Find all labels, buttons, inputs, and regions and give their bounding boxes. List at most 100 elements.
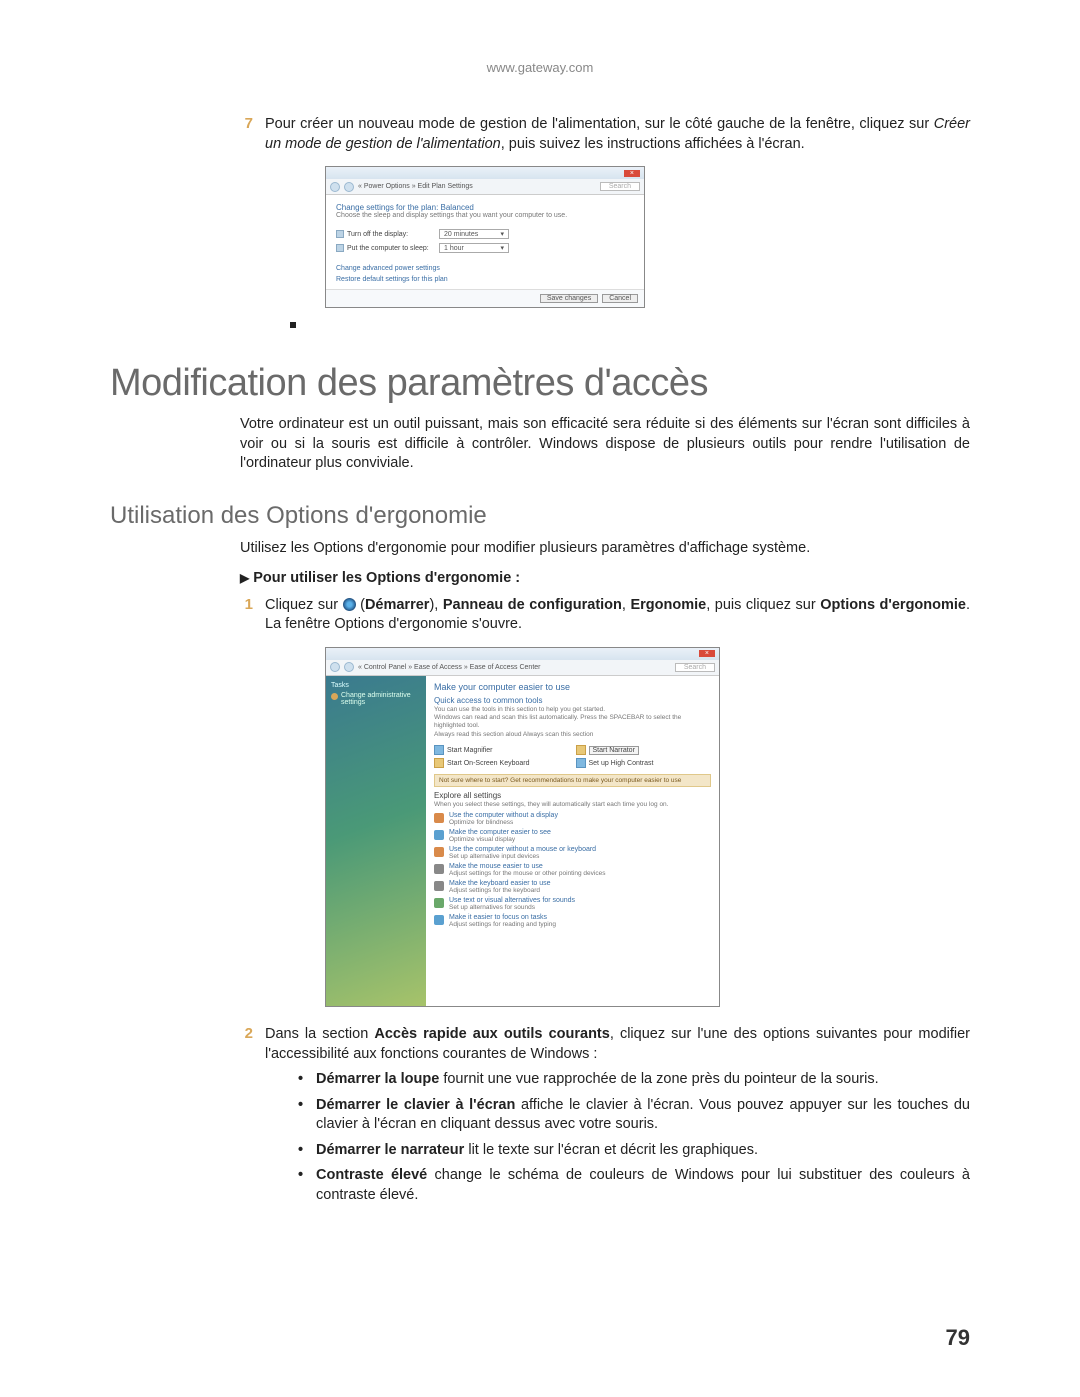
item-icon	[434, 915, 444, 925]
item-text: Use the computer without a mouse or keyb…	[449, 846, 596, 860]
item-icon	[434, 864, 444, 874]
item-text: Make the computer easier to seeOptimize …	[449, 829, 551, 843]
screenshot-1-wrap: × « Power Options » Edit Plan Settings S…	[325, 166, 970, 308]
item-text: Use text or visual alternatives for soun…	[449, 897, 575, 911]
display-select: 20 minutes▾	[439, 229, 509, 239]
window-address-bar: « Power Options » Edit Plan Settings Sea…	[326, 179, 644, 195]
restore-link: Restore default settings for this plan	[336, 276, 634, 283]
item-subtitle: Adjust settings for the mouse or other p…	[449, 870, 605, 877]
sub-intro: Utilisez les Options d'ergonomie pour mo…	[240, 540, 970, 556]
step-number: 7	[110, 115, 265, 154]
breadcrumb: « Control Panel » Ease of Access » Ease …	[358, 664, 541, 671]
step-7-row: 7 Pour créer un nouveau mode de gestion …	[110, 115, 970, 154]
sleep-row: Put the computer to sleep: 1 hour▾	[336, 243, 634, 253]
magnifier-cell: Start Magnifier	[434, 745, 570, 755]
step7-pre: Pour créer un nouveau mode de gestion de…	[265, 116, 934, 132]
sub-heading: Utilisation des Options d'ergonomie	[110, 502, 970, 530]
step-1-text: Cliquez sur (Démarrer), Panneau de confi…	[265, 596, 970, 635]
forward-icon	[344, 182, 354, 192]
plan-title: Change settings for the plan: Balanced	[336, 203, 634, 212]
step-2-row: 2 Dans la section Accès rapide aux outil…	[110, 1025, 970, 1064]
tools-grid: Start Magnifier Start Narrator Start On-…	[434, 745, 711, 768]
step-number: 2	[110, 1025, 265, 1064]
list-item: Démarrer la loupe fournit une vue rappro…	[298, 1070, 970, 1090]
ease-of-access-window: × « Control Panel » Ease of Access » Eas…	[325, 647, 720, 1007]
monitor-icon	[336, 230, 344, 238]
item-title: Use the computer without a display	[449, 812, 558, 819]
item-text: Make the mouse easier to useAdjust setti…	[449, 863, 605, 877]
contrast-icon	[576, 758, 586, 768]
intro-paragraph: Votre ordinateur est un outil puissant, …	[240, 415, 970, 474]
contrast-cell: Set up High Contrast	[576, 758, 712, 768]
item-icon	[434, 847, 444, 857]
shield-icon	[331, 693, 338, 700]
window-address-bar: « Control Panel » Ease of Access » Ease …	[326, 660, 719, 676]
narrator-cell: Start Narrator	[576, 745, 712, 755]
back-icon	[330, 662, 340, 672]
turn-off-display-row: Turn off the display: 20 minutes▾	[336, 229, 634, 239]
magnifier-icon	[434, 745, 444, 755]
item-text: Make it easier to focus on tasksAdjust s…	[449, 914, 556, 928]
list-item: Make the computer easier to seeOptimize …	[434, 829, 711, 843]
list-item: Use the computer without a displayOptimi…	[434, 812, 711, 826]
list-item: Démarrer le narrateur lit le texte sur l…	[298, 1141, 970, 1161]
item-subtitle: Optimize visual display	[449, 836, 551, 843]
sidebar: Tasks Change administrative settings	[326, 676, 426, 1006]
item-title: Make it easier to focus on tasks	[449, 914, 556, 921]
quick-checkboxes: Always read this section aloud Always sc…	[434, 731, 711, 739]
window-main: Tasks Change administrative settings Mak…	[326, 676, 719, 1006]
start-orb-icon	[343, 598, 356, 611]
list-item: Use text or visual alternatives for soun…	[434, 897, 711, 911]
close-icon: ×	[699, 650, 715, 657]
document-page: www.gateway.com 7 Pour créer un nouveau …	[0, 0, 1080, 1251]
item-icon	[434, 881, 444, 891]
window-titlebar: ×	[326, 648, 719, 660]
options-list: Démarrer la loupe fournit une vue rappro…	[298, 1070, 970, 1205]
item-subtitle: Set up alternative input devices	[449, 853, 596, 860]
item-title: Make the mouse easier to use	[449, 863, 605, 870]
display-label: Turn off the display:	[336, 230, 431, 238]
step-1-row: 1 Cliquez sur (Démarrer), Panneau de con…	[110, 596, 970, 635]
window-buttons: Save changes Cancel	[326, 289, 644, 307]
list-item: Make the mouse easier to useAdjust setti…	[434, 863, 711, 877]
item-text: Use the computer without a displayOptimi…	[449, 812, 558, 826]
sleep-label: Put the computer to sleep:	[336, 244, 431, 252]
explore-heading: Explore all settings	[434, 791, 711, 800]
power-options-window: × « Power Options » Edit Plan Settings S…	[325, 166, 645, 308]
item-subtitle: Set up alternatives for sounds	[449, 904, 575, 911]
page-number: 79	[946, 1325, 970, 1351]
content-heading: Make your computer easier to use	[434, 682, 711, 692]
item-subtitle: Adjust settings for reading and typing	[449, 921, 556, 928]
narrator-icon	[576, 745, 586, 755]
step-2-text: Dans la section Accès rapide aux outils …	[265, 1025, 970, 1064]
search-input: Search	[600, 182, 640, 191]
recommend-bar: Not sure where to start? Get recommendat…	[434, 774, 711, 787]
list-item: Make it easier to focus on tasksAdjust s…	[434, 914, 711, 928]
plan-subtitle: Choose the sleep and display settings th…	[336, 212, 634, 219]
item-subtitle: Optimize for blindness	[449, 819, 558, 826]
howto-heading: ▶Pour utiliser les Options d'ergonomie :	[240, 570, 970, 586]
item-icon	[434, 830, 444, 840]
item-title: Make the computer easier to see	[449, 829, 551, 836]
step-number: 1	[110, 596, 265, 635]
sidebar-item: Change administrative settings	[331, 692, 421, 706]
osk-cell: Start On-Screen Keyboard	[434, 758, 570, 768]
screenshot-2-wrap: × « Control Panel » Ease of Access » Eas…	[325, 647, 970, 1007]
header-url: www.gateway.com	[110, 60, 970, 75]
search-input: Search	[675, 663, 715, 672]
list-item: Démarrer le clavier à l'écran affiche le…	[298, 1096, 970, 1135]
sleep-select: 1 hour▾	[439, 243, 509, 253]
item-icon	[434, 813, 444, 823]
quick-desc-1: You can use the tools in this section to…	[434, 706, 711, 714]
quick-desc-2: Windows can read and scan this list auto…	[434, 714, 711, 730]
close-icon: ×	[624, 170, 640, 177]
quick-access-heading: Quick access to common tools	[434, 696, 711, 705]
step7-post: , puis suivez les instructions affichées…	[501, 136, 805, 152]
sidebar-header: Tasks	[331, 682, 421, 689]
item-text: Make the keyboard easier to useAdjust se…	[449, 880, 551, 894]
main-heading: Modification des paramètres d'accès	[110, 362, 970, 405]
back-icon	[330, 182, 340, 192]
explore-desc: When you select these settings, they wil…	[434, 801, 711, 809]
item-title: Use text or visual alternatives for soun…	[449, 897, 575, 904]
breadcrumb: « Power Options » Edit Plan Settings	[358, 183, 473, 190]
